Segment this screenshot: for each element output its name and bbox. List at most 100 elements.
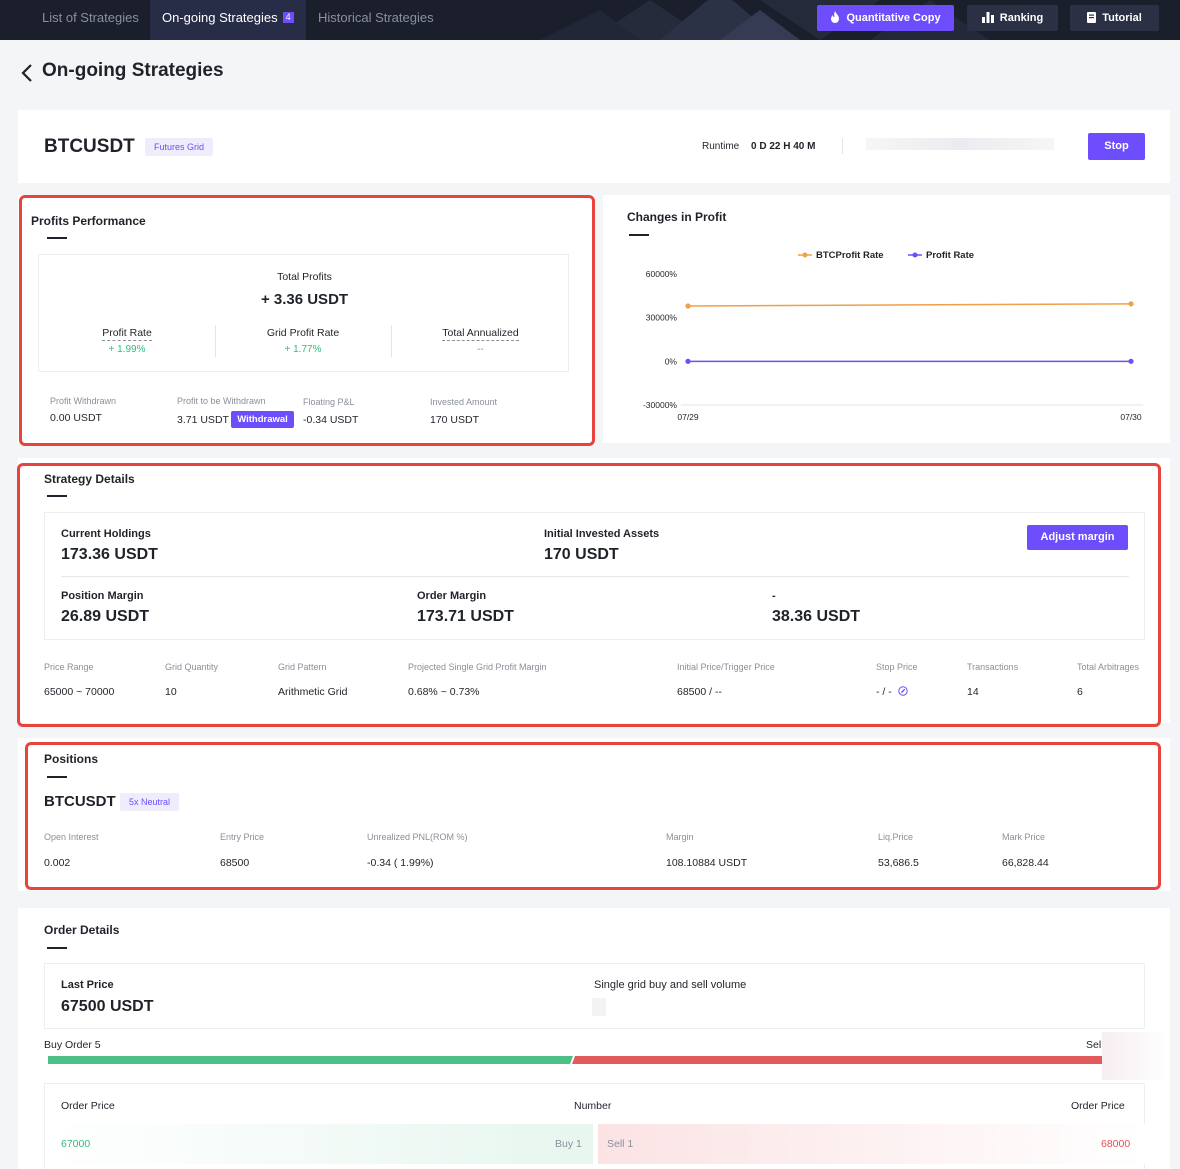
position-col-value: 66,828.44 <box>1002 857 1049 869</box>
strategy-type-tag: Futures Grid <box>145 138 214 156</box>
section-title: Changes in Profit <box>627 210 727 224</box>
total-annualized-value: -- <box>477 344 484 355</box>
sell-order-label: Sel <box>1086 1039 1102 1051</box>
tutorial-button[interactable]: Tutorial <box>1070 5 1159 31</box>
buy-level: Buy 1 <box>555 1138 582 1150</box>
edit-icon[interactable] <box>897 686 908 696</box>
blurred-info <box>866 138 1054 150</box>
param-value: 14 <box>967 686 979 698</box>
position-col-value: -0.34 ( 1.99%) <box>367 857 434 869</box>
y-tick-label: 60000% <box>646 269 678 279</box>
y-tick-label: 30000% <box>646 313 678 323</box>
param-value: 65000 ~ 70000 <box>44 686 115 698</box>
param-value: - / - <box>876 686 908 698</box>
tab-ongoing-strategies[interactable]: On-going Strategies 4 <box>150 0 306 40</box>
invested-amount-value: 170 USDT <box>430 414 480 426</box>
buy-order-label: Buy Order 5 <box>44 1039 101 1051</box>
divider <box>215 325 216 357</box>
param-label: Projected Single Grid Profit Margin <box>408 662 547 672</box>
profits-performance-card: Profits Performance Total Profits + 3.36… <box>18 195 595 443</box>
buy-price: 67000 <box>61 1138 91 1150</box>
profit-rate-label[interactable]: Profit Rate <box>102 327 152 341</box>
holdings-box: Current Holdings 173.36 USDT Initial Inv… <box>44 512 1145 640</box>
x-tick-label: 07/30 <box>1120 412 1142 422</box>
position-symbol: BTCUSDT <box>44 793 116 810</box>
page-title: On-going Strategies <box>42 60 224 81</box>
quantitative-copy-button[interactable]: Quantitative Copy <box>817 5 954 31</box>
ranking-button[interactable]: Ranking <box>967 5 1058 31</box>
buy-row: 67000 Buy 1 <box>45 1124 593 1164</box>
order-price-header: Order Price <box>61 1100 115 1112</box>
changes-in-profit-card: Changes in Profit 60000% 30000% 0% -30000% 0… <box>603 195 1170 443</box>
position-tag: 5x Neutral <box>120 793 180 811</box>
blurred-value <box>592 998 606 1016</box>
position-col-value: 53,686.5 <box>878 857 919 869</box>
param-label: Total Arbitrages <box>1077 662 1140 672</box>
last-price-label: Last Price <box>61 979 114 991</box>
divider <box>391 325 392 357</box>
legend-label: BTCProfit Rate <box>816 250 884 261</box>
legend-label: Profit Rate <box>926 250 974 261</box>
order-table: Order Price Number Order Price 67000 Buy… <box>44 1083 1146 1169</box>
third-margin-label: - <box>772 590 776 602</box>
total-annualized-label[interactable]: Total Annualized <box>442 327 519 341</box>
tutorial-label: Tutorial <box>1102 12 1142 24</box>
position-margin-label: Position Margin <box>61 590 144 602</box>
section-title: Profits Performance <box>31 214 146 228</box>
legend-marker <box>912 252 918 258</box>
grid-profit-rate-value: + 1.77% <box>284 344 322 355</box>
position-margin-value: 26.89 USDT <box>61 608 150 625</box>
section-title: Order Details <box>44 923 120 937</box>
param-value: Arithmetic Grid <box>278 686 348 698</box>
tab-list-of-strategies[interactable]: List of Strategies <box>42 10 139 25</box>
param-value: 68500 / -- <box>677 686 722 698</box>
withdrawal-button[interactable]: Withdrawal <box>231 411 294 428</box>
tab-label: On-going Strategies <box>162 10 278 25</box>
profit-rate-label-wrap: Profit Rate <box>39 327 215 341</box>
tab-count-badge: 4 <box>282 12 294 23</box>
tab-historical-strategies[interactable]: Historical Strategies <box>318 10 434 25</box>
series-line <box>687 303 1132 307</box>
position-col-label: Unrealized PNL(ROM %) <box>367 832 468 842</box>
sell-share-bar <box>572 1056 1102 1064</box>
y-tick-label: 0% <box>665 356 678 366</box>
series-point <box>1128 358 1134 364</box>
initial-invested-value: 170 USDT <box>544 546 619 563</box>
section-title: Strategy Details <box>44 472 135 486</box>
position-col-label: Mark Price <box>1002 832 1046 842</box>
adjust-margin-button[interactable]: Adjust margin <box>1027 525 1128 550</box>
profit-line-chart: 60000% 30000% 0% -30000%07/29 07/30 BTCProfit… <box>643 250 1143 422</box>
number-header: Number <box>574 1100 612 1112</box>
buy-sell-ratio-bar <box>48 1056 1102 1064</box>
stop-price-value: - / - <box>876 686 892 698</box>
position-col-label: Entry Price <box>220 832 265 842</box>
position-col-value: 68500 <box>220 857 250 869</box>
strategy-details-card: Strategy Details Current Holdings 173.36… <box>18 458 1170 723</box>
profit-to-withdraw-label: Profit to be Withdrawn <box>177 396 266 406</box>
back-arrow-icon[interactable] <box>21 63 33 83</box>
param-value: 0.68% ~ 0.73% <box>408 686 480 698</box>
param-label: Price Range <box>44 662 94 672</box>
y-tick-label: -30000% <box>643 400 677 410</box>
param-label: Transactions <box>967 662 1019 672</box>
title-underline <box>47 495 67 497</box>
blurred-overlay <box>1102 1032 1170 1080</box>
order-details-card: Order Details Last Price 67500 USDT Sing… <box>18 908 1170 1169</box>
quantitative-copy-label: Quantitative Copy <box>846 12 941 24</box>
top-nav: List of Strategies On-going Strategies 4 … <box>0 0 1180 40</box>
positions-card: Positions BTCUSDT 5x Neutral Open Intere… <box>18 738 1170 891</box>
current-holdings-value: 173.36 USDT <box>61 546 158 563</box>
order-price-header: Order Price <box>1071 1100 1125 1112</box>
divider <box>842 138 843 154</box>
series-point <box>1128 301 1134 307</box>
sell-price: 68000 <box>1101 1138 1131 1150</box>
last-price-value: 67500 USDT <box>61 998 154 1015</box>
floating-pnl-label: Floating P&L <box>303 397 355 407</box>
stop-button[interactable]: Stop <box>1088 133 1145 160</box>
single-grid-label: Single grid buy and sell volume <box>594 979 747 991</box>
strategy-symbol: BTCUSDT <box>44 136 135 157</box>
param-label: Grid Pattern <box>278 662 327 672</box>
param-value: 6 <box>1077 686 1083 698</box>
section-title: Positions <box>44 752 99 766</box>
grid-profit-rate-label: Grid Profit Rate <box>266 327 340 339</box>
